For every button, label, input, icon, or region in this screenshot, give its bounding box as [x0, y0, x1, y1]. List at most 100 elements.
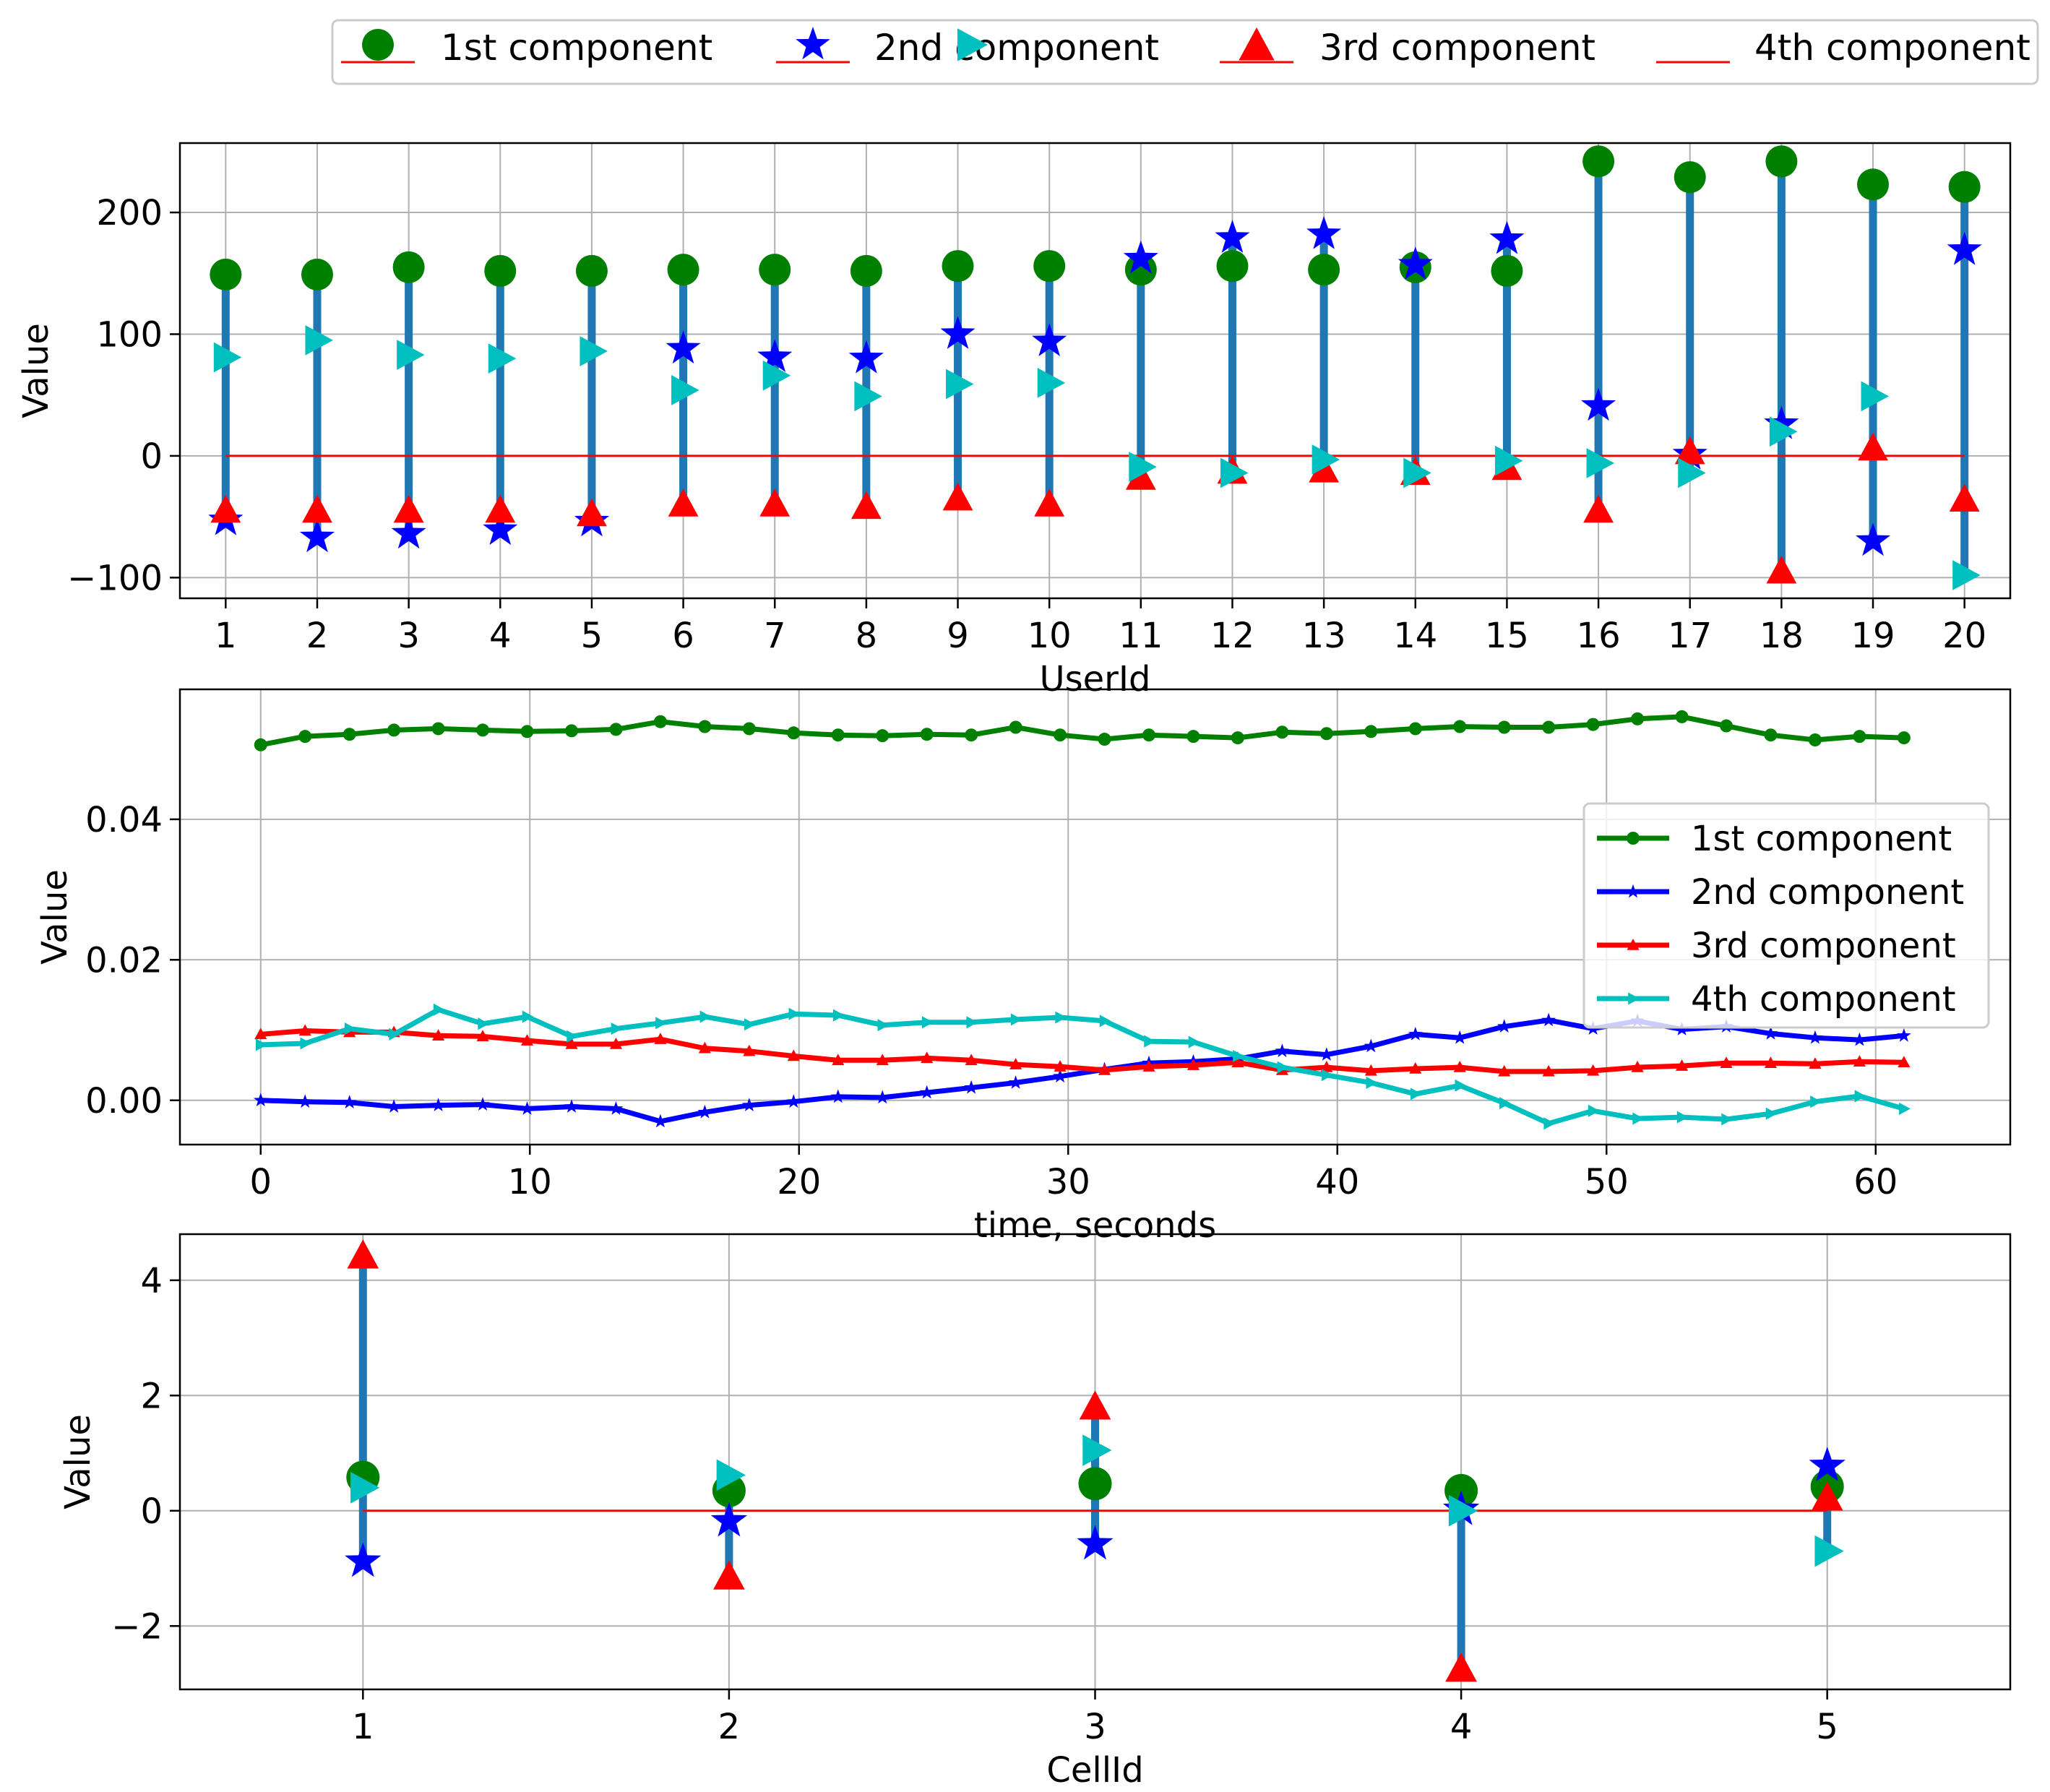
time-chart-s2-point-38: [1897, 1028, 1911, 1042]
userid-chart-s1-circle-point-8: [850, 254, 882, 287]
userid-chart-frame: [178, 142, 2012, 600]
cellid-chart-s4-right-triangle-point-5: [1814, 1535, 1844, 1567]
userid-chart-s1-circle-point-4: [484, 254, 517, 287]
time-chart-s2-point-35: [1763, 1026, 1778, 1040]
time-chart-s2-point-18: [1008, 1075, 1023, 1089]
time-chart-s1-point-6: [476, 723, 490, 737]
userid-chart-xtick-label-14: 15: [1485, 616, 1529, 656]
userid-chart-s1-circle-point-1: [210, 258, 242, 290]
cellid-chart-xlabel: CellId: [1046, 1750, 1143, 1791]
userid-chart-xtick-label-6: 7: [764, 616, 786, 656]
time-chart-s1-point-34: [1720, 719, 1734, 733]
userid-chart-s1-circle-point-18: [1765, 145, 1798, 178]
cellid-chart-s2-star-point-2: [710, 1502, 748, 1537]
time-chart-s1-point-4: [387, 723, 401, 737]
userid-chart-s4-right-triangle-point-20: [1952, 560, 1981, 590]
time-chart-s1-point-23: [1231, 731, 1244, 745]
time-chart-s1-point-19: [1054, 728, 1067, 742]
time-chart-xtick-label-2: 20: [777, 1162, 821, 1202]
time-chart-legend-label-4: 4th component: [1691, 979, 1956, 1020]
time-chart-s4-point-4: [389, 1028, 401, 1041]
time-chart-s4-point-20: [1099, 1015, 1111, 1028]
time-chart-s3-point-19: [1054, 1060, 1067, 1072]
time-chart-s1-point-17: [965, 728, 978, 742]
time-chart-s2-point-29: [1496, 1019, 1512, 1033]
time-chart-s4-point-19: [1055, 1011, 1067, 1024]
time-chart-s1-point-7: [520, 725, 534, 738]
time-chart-s3-point-6: [476, 1030, 489, 1042]
userid-chart-s4-right-triangle-point-9: [946, 369, 974, 400]
time-chart-s4-point-23: [1233, 1049, 1244, 1063]
time-chart-s1-point-28: [1453, 720, 1467, 733]
time-chart-s3-point-7: [520, 1034, 534, 1046]
cellid-chart-markers: [345, 1239, 1846, 1682]
userid-chart-s3-triangle-point-1: [210, 494, 241, 523]
time-chart-xtick-label-6: 60: [1853, 1162, 1898, 1202]
userid-chart-s1-circle-point-9: [942, 250, 974, 283]
time-chart-s4-point-26: [1366, 1076, 1378, 1089]
time-chart-s2-point-7: [520, 1101, 535, 1115]
userid-chart-s2-star-point-16: [1581, 387, 1616, 421]
time-chart-s3-point-10: [654, 1033, 667, 1044]
time-chart-series-1: [254, 710, 1911, 751]
userid-chart-xtick-label-3: 4: [489, 616, 512, 656]
time-chart-s2-point-8: [564, 1099, 579, 1113]
userid-chart-s4-right-triangle-point-10: [1037, 367, 1066, 398]
cellid-chart-ytick-label-1: 0: [140, 1491, 163, 1532]
userid-chart-s1-circle-point-16: [1582, 145, 1615, 178]
time-chart-s4-point-9: [611, 1022, 623, 1035]
time-chart-s4-point-32: [1632, 1112, 1645, 1125]
userid-chart-s2-star-point-4: [483, 512, 518, 546]
time-chart-legend-marker-4: [1628, 992, 1640, 1005]
userid-chart-xtick-label-15: 16: [1577, 616, 1621, 656]
userid-chart-s1-circle-point-19: [1857, 168, 1890, 201]
time-chart-s4-point-12: [744, 1018, 756, 1031]
userid-chart-s4-right-triangle-point-11: [1129, 452, 1157, 482]
time-chart-legend-marker-3: [1627, 939, 1640, 950]
time-chart-frame: [178, 688, 2012, 1146]
userid-chart-s4-right-triangle-point-5: [580, 336, 608, 366]
time-chart-s2-point-14: [830, 1089, 845, 1103]
userid-chart-s2-star-point-11: [1123, 240, 1158, 274]
time-chart-s1-point-35: [1764, 728, 1778, 742]
cellid-chart-xtick-label-4: 5: [1816, 1707, 1838, 1747]
userid-chart-s3-triangle-point-18: [1766, 555, 1797, 584]
time-chart-s4-point-21: [1144, 1035, 1155, 1048]
userid-chart-s2-star-point-2: [299, 519, 335, 553]
time-chart-s4-point-17: [966, 1016, 978, 1029]
time-chart-s1-point-29: [1497, 720, 1511, 734]
time-chart-s4-point-5: [433, 1003, 445, 1016]
top-legend-entry-4: 4th component: [957, 27, 2030, 69]
time-chart-s1-point-11: [698, 720, 712, 733]
time-chart-s3-point-25: [1320, 1061, 1333, 1072]
userid-chart-s2-star-point-13: [1306, 216, 1342, 249]
userid-chart-ytick-label-2: 100: [96, 314, 163, 355]
userid-chart-ytick-label-1: 0: [140, 436, 163, 477]
userid-chart-s3-triangle-point-13: [1309, 455, 1340, 483]
userid-chart-xtick-label-17: 18: [1760, 616, 1804, 656]
userid-chart-s2-star-point-20: [1947, 231, 1982, 265]
userid-chart-s3-triangle-point-6: [668, 488, 699, 517]
time-chart-s1-point-8: [564, 724, 578, 738]
cellid-chart-frame: [178, 1233, 2012, 1691]
time-chart-s4-point-3: [344, 1022, 356, 1035]
time-chart-s1-point-24: [1275, 725, 1289, 739]
userid-chart-s1-circle-point-17: [1674, 161, 1706, 194]
time-chart-s4-point-14: [833, 1009, 845, 1022]
userid-chart-s4-right-triangle-point-1: [213, 342, 242, 373]
time-chart-s3-point-13: [787, 1049, 800, 1061]
userid-chart-s2-star-point-12: [1215, 220, 1250, 253]
time-chart-s4-point-31: [1588, 1104, 1600, 1117]
time-chart-s1-point-18: [1009, 720, 1022, 734]
userid-chart-s1-circle-point-10: [1033, 250, 1066, 283]
time-chart-s4-point-34: [1721, 1113, 1734, 1126]
userid-chart-markers: [208, 145, 1982, 590]
time-chart-series-line-3: [260, 1028, 1904, 1074]
top-legend: 1st component 2nd component 3rd componen…: [331, 19, 2039, 85]
userid-chart-s2-star-point-15: [1489, 220, 1525, 254]
time-chart-s2-point-36: [1808, 1030, 1822, 1044]
time-chart-s3-point-26: [1364, 1064, 1377, 1076]
time-chart-s2-point-37: [1852, 1032, 1867, 1046]
top-legend-frame: [331, 19, 2039, 85]
